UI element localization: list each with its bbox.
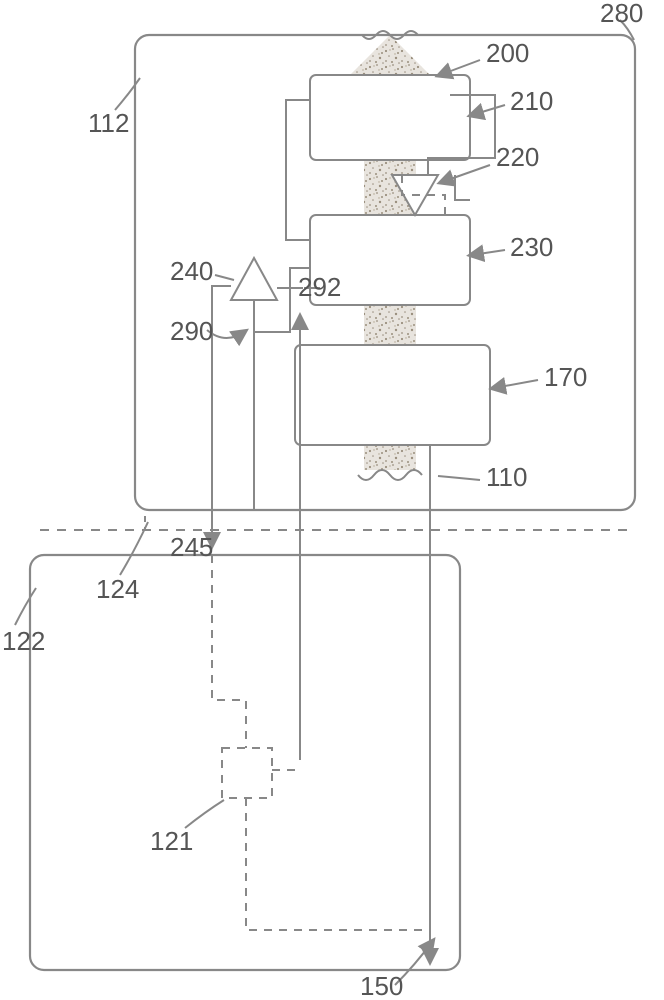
leader-122 xyxy=(15,588,36,625)
label-121: 121 xyxy=(150,826,193,856)
triangle-240 xyxy=(231,258,277,300)
dashed-route-left xyxy=(212,555,246,748)
block-121 xyxy=(222,748,272,798)
label-200: 200 xyxy=(486,38,529,68)
dashed-route-bottom xyxy=(246,798,430,930)
dashed-feedback xyxy=(455,175,470,200)
arrow-245 xyxy=(212,286,231,544)
label-240: 240 xyxy=(170,256,213,286)
label-220: 220 xyxy=(496,142,539,172)
leader-200 xyxy=(440,60,480,75)
label-112: 112 xyxy=(88,108,129,138)
block-210 xyxy=(310,75,470,160)
label-124: 124 xyxy=(96,574,139,604)
leader-240 xyxy=(215,275,234,280)
label-245: 245 xyxy=(170,532,213,562)
leader-110 xyxy=(438,476,480,480)
label-170: 170 xyxy=(544,362,587,392)
label-290: 290 xyxy=(170,316,213,346)
break-line-bottom xyxy=(358,470,422,480)
label-122: 122 xyxy=(2,626,45,656)
leader-112 xyxy=(115,78,140,110)
leader-220 xyxy=(442,165,490,182)
leader-170 xyxy=(494,380,538,388)
leader-230 xyxy=(472,250,505,255)
label-150: 150 xyxy=(360,971,403,1000)
conn-left-loop xyxy=(286,100,310,240)
leader-121 xyxy=(185,800,224,828)
label-230: 230 xyxy=(510,232,553,262)
label-110: 110 xyxy=(486,462,527,492)
block-170 xyxy=(295,345,490,445)
label-292: 292 xyxy=(298,272,341,302)
label-210: 210 xyxy=(510,86,553,116)
label-280: 280 xyxy=(600,0,643,28)
leader-210 xyxy=(472,105,505,115)
